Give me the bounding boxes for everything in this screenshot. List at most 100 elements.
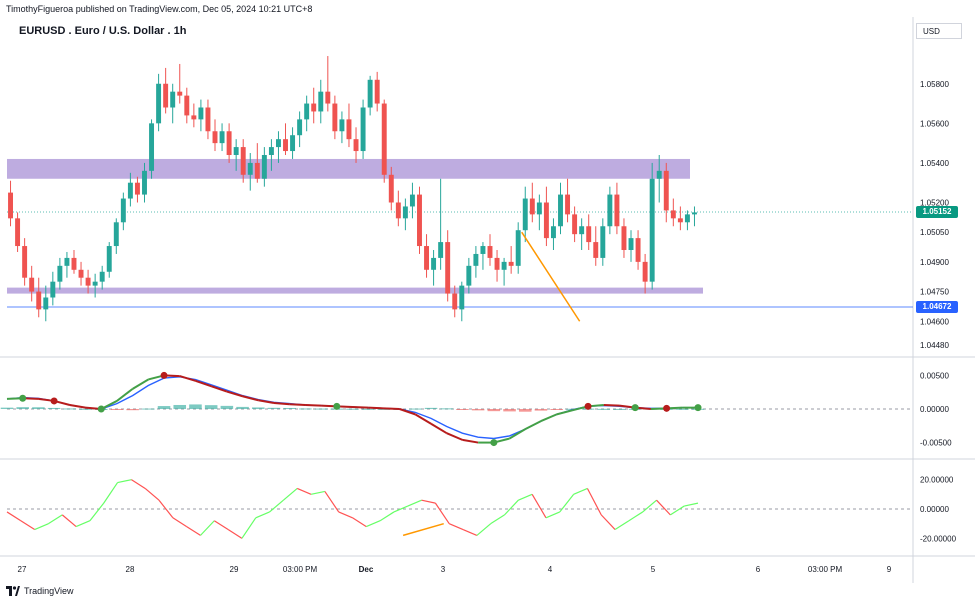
candle-body (261, 155, 267, 179)
candle-body (240, 147, 246, 175)
price-axis-label: 1.05600 (920, 119, 949, 128)
time-axis-label: 03:00 PM (808, 565, 843, 574)
price-axis-label: 1.05800 (920, 80, 949, 89)
osc-segment (34, 523, 49, 531)
macd-histogram-bar (63, 408, 77, 410)
osc-segment (158, 499, 174, 519)
candle-body (226, 131, 232, 155)
osc-segment (490, 514, 505, 525)
macd-histogram-bar (126, 409, 139, 411)
osc-segment (255, 511, 270, 519)
zone-rect (7, 287, 703, 294)
candle-body (459, 285, 465, 310)
osc-segment (684, 502, 699, 507)
tradingview-brand[interactable]: TradingView (6, 586, 74, 596)
candle-body (290, 135, 296, 152)
macd-signal-segment (195, 379, 212, 388)
macd-histogram-bar (32, 407, 45, 409)
candle-body (663, 170, 669, 211)
macd-histogram-bar (251, 407, 265, 409)
candle-body (480, 246, 486, 254)
osc-segment (338, 511, 353, 519)
osc-axis-label: -20.00000 (920, 534, 957, 543)
macd-histogram-bar (550, 409, 563, 410)
osc-segment (600, 514, 616, 530)
candle-body (71, 257, 77, 270)
osc-segment (20, 520, 35, 531)
macd-signal-segment (242, 395, 259, 402)
macd-signal-segment (603, 403, 620, 407)
osc-axis-label: 0.00000 (920, 505, 949, 514)
candle-body (395, 202, 401, 219)
price-axis-label: 1.04600 (920, 317, 949, 326)
candle-body (233, 147, 239, 155)
osc-segment (89, 502, 105, 522)
macd-histogram-bar (409, 408, 422, 410)
symbol-title[interactable]: EURUSD . Euro / U.S. Dollar . 1h (19, 25, 187, 37)
macd-histogram-bar (534, 409, 548, 411)
candle-body (36, 291, 42, 310)
candle-body (318, 91, 324, 112)
candle-body (572, 214, 578, 235)
candle-body (283, 139, 288, 152)
osc-segment (614, 520, 630, 531)
candle-body (452, 293, 458, 310)
macd-histogram-bar (644, 408, 658, 410)
macd-signal-segment (116, 388, 134, 402)
time-axis-label: 5 (651, 565, 656, 574)
macd-histogram-bar (299, 408, 312, 410)
macd-histogram-bar (110, 409, 124, 410)
price-axis-label: 1.05200 (920, 199, 949, 208)
candle-body (529, 198, 535, 215)
osc-segment (213, 520, 229, 531)
candle-body (78, 269, 84, 278)
last-price-tag: 1.05152 (916, 206, 958, 218)
candle-body (614, 194, 620, 227)
candle-body (353, 139, 359, 152)
osc-segment (586, 488, 602, 516)
candle-body (621, 226, 627, 250)
candle-body (134, 182, 140, 195)
price-axis-label: 1.05050 (920, 228, 949, 237)
macd-signal-segment (289, 403, 306, 406)
price-axis-label: 1.04480 (920, 341, 949, 350)
candle-body (311, 103, 317, 112)
osc-segment (296, 487, 312, 495)
time-axis-label: 03:00 PM (283, 565, 318, 574)
macd-histogram-bar (314, 408, 328, 410)
macd-signal-segment (226, 390, 243, 398)
osc-segment (628, 511, 644, 522)
osc-segment (573, 487, 588, 495)
candle-body (92, 281, 98, 286)
candle-body (177, 91, 183, 96)
candle-body (205, 107, 211, 132)
macd-cross-marker (19, 394, 27, 402)
candle-body (558, 194, 563, 227)
macd-signal-segment (399, 408, 416, 416)
osc-segment (227, 529, 243, 539)
osc-segment (670, 505, 685, 516)
candle-body (445, 242, 451, 294)
osc-segment (531, 494, 547, 519)
osc-segment (241, 517, 257, 539)
macd-histogram-bar (456, 409, 469, 410)
macd-axis-label: 0.00500 (920, 371, 949, 380)
candle-body (424, 246, 430, 270)
osc-segment (656, 499, 671, 516)
osc-trend-line (402, 522, 444, 537)
candle-body (184, 95, 190, 116)
publish-header: TimothyFigueroa published on TradingView… (6, 4, 313, 14)
candle-body (64, 257, 70, 266)
candle-body (692, 212, 697, 215)
macd-histogram-bar (487, 409, 501, 412)
osc-segment (283, 488, 298, 501)
macd-cross-marker (631, 404, 639, 412)
candle-body (550, 226, 556, 239)
macd-signal-segment (383, 407, 400, 410)
currency-selector[interactable]: USD (916, 23, 962, 39)
macd-histogram-bar (189, 404, 202, 409)
osc-segment (144, 488, 160, 501)
candle-body (635, 238, 641, 262)
candle-body (388, 174, 394, 203)
